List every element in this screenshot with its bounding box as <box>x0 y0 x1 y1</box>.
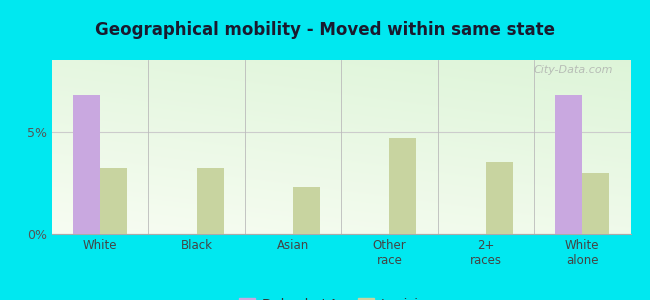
Bar <box>73 95 100 234</box>
Bar <box>582 172 609 234</box>
Legend: Dubach, LA, Louisiana: Dubach, LA, Louisiana <box>234 293 448 300</box>
Bar <box>486 162 513 234</box>
Bar <box>100 169 127 234</box>
Bar <box>293 187 320 234</box>
Bar <box>555 95 582 234</box>
Bar <box>196 169 224 234</box>
Text: City-Data.com: City-Data.com <box>534 65 613 75</box>
Bar <box>389 138 417 234</box>
Text: Geographical mobility - Moved within same state: Geographical mobility - Moved within sam… <box>95 21 555 39</box>
